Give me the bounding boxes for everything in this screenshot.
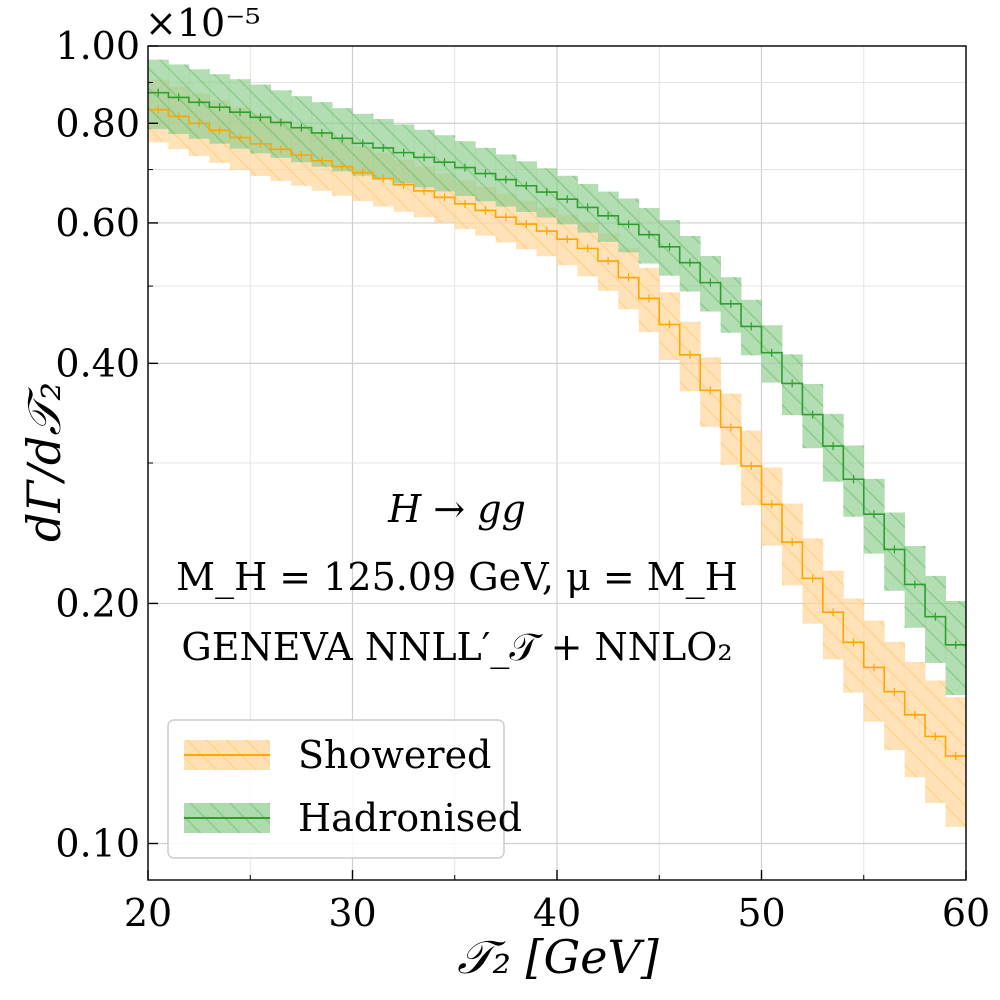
series-lines bbox=[148, 88, 966, 760]
x-tick-label: 50 bbox=[737, 891, 785, 935]
band-hatch-showered bbox=[945, 697, 966, 827]
line-showered bbox=[148, 108, 966, 757]
y-multiplier: ×10⁻⁵ bbox=[145, 1, 260, 45]
legend-label-hadronised: Hadronised bbox=[298, 796, 522, 840]
y-tick-label: 0.60 bbox=[55, 201, 140, 245]
axis-ticks bbox=[147, 45, 967, 880]
band-hatch-showered bbox=[904, 661, 926, 778]
legend-label-showered: Showered bbox=[298, 733, 491, 777]
annotation-parameters: M_H = 125.09 GeV, μ = M_H bbox=[176, 555, 738, 600]
axis-tick-labels: 20 30 40 50 60 0.10 0.20 0.40 0.60 0.80 1.00 bbox=[55, 24, 990, 935]
band-hatch-showered bbox=[925, 680, 946, 804]
legend-item-hadronised: Hadronised bbox=[184, 796, 522, 840]
annotation-accuracy: GENEVA NNLL′_𝒯 + NNLO₂ bbox=[181, 625, 732, 670]
annotation-process: H → gg bbox=[387, 487, 526, 531]
x-tick-label: 40 bbox=[533, 891, 581, 935]
y-tick-label: 0.20 bbox=[55, 581, 140, 625]
uncertainty-bands bbox=[148, 59, 966, 827]
y-tick-label: 0.10 bbox=[55, 822, 140, 866]
y-axis-title: dΓ/d𝒯₂ bbox=[17, 382, 71, 542]
x-tick-label: 20 bbox=[124, 891, 172, 935]
x-axis-title: 𝒯₂ [GeV] bbox=[457, 930, 658, 984]
line-hadronised bbox=[148, 91, 966, 646]
y-tick-label: 1.00 bbox=[55, 24, 140, 68]
y-tick-label: 0.40 bbox=[55, 341, 140, 385]
x-tick-label: 30 bbox=[328, 891, 376, 935]
legend-item-showered: Showered bbox=[184, 733, 491, 777]
band-hatch-showered bbox=[884, 641, 906, 751]
x-tick-label: 60 bbox=[942, 891, 990, 935]
legend: Showered Hadronised bbox=[167, 719, 522, 859]
y-tick-label: 0.80 bbox=[55, 101, 140, 145]
